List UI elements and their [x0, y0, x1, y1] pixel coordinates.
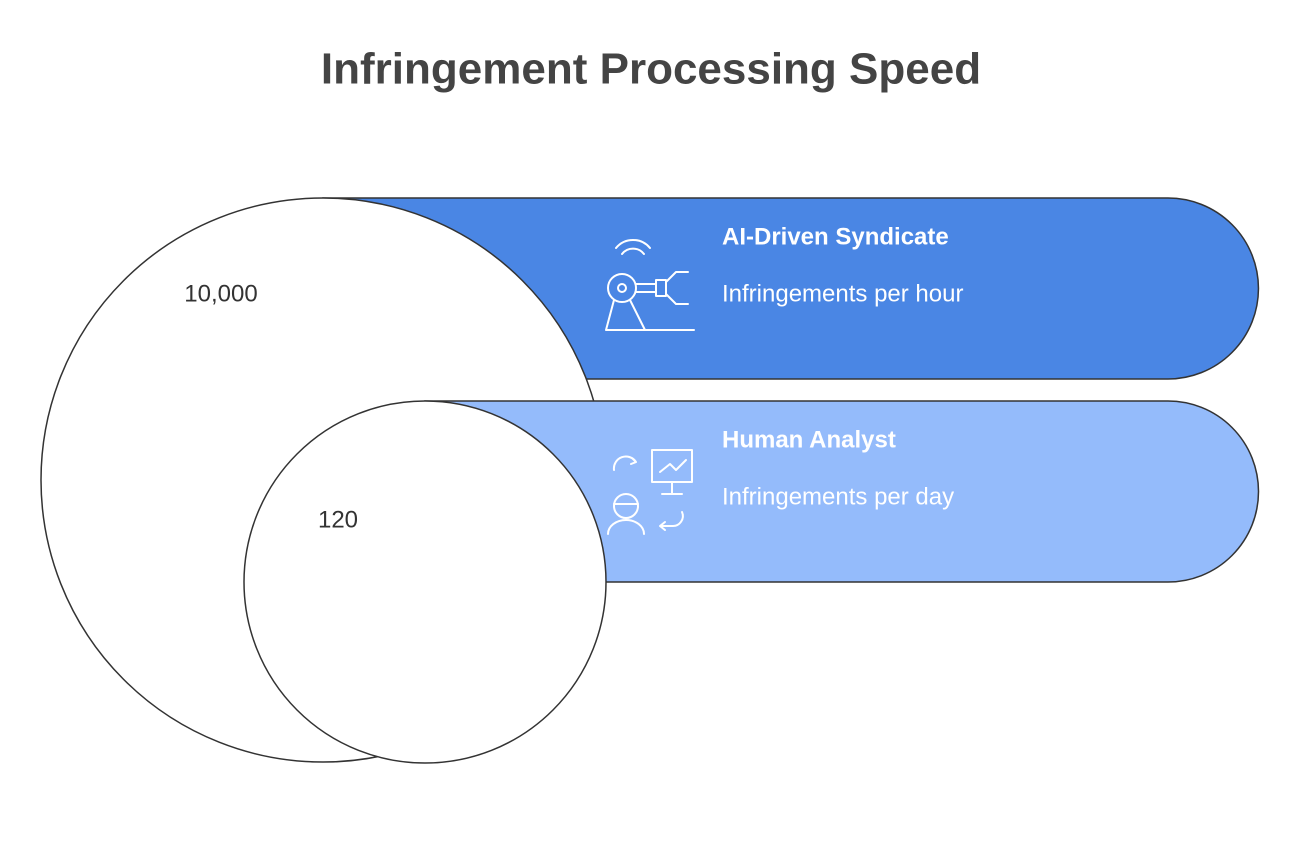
band-human	[424, 400, 1260, 583]
analyst-icon	[607, 449, 693, 535]
robot-arm-icon	[605, 238, 695, 331]
label: Human Analyst	[722, 426, 896, 453]
title: Infringement Processing Speed	[321, 45, 981, 94]
value: 10,000	[184, 280, 257, 307]
description: Infringements per hour	[722, 280, 963, 307]
description: Infringements per day	[722, 483, 954, 510]
label: AI-Driven Syndicate	[722, 223, 949, 250]
value: 120	[318, 506, 358, 533]
circle-human	[243, 400, 607, 764]
